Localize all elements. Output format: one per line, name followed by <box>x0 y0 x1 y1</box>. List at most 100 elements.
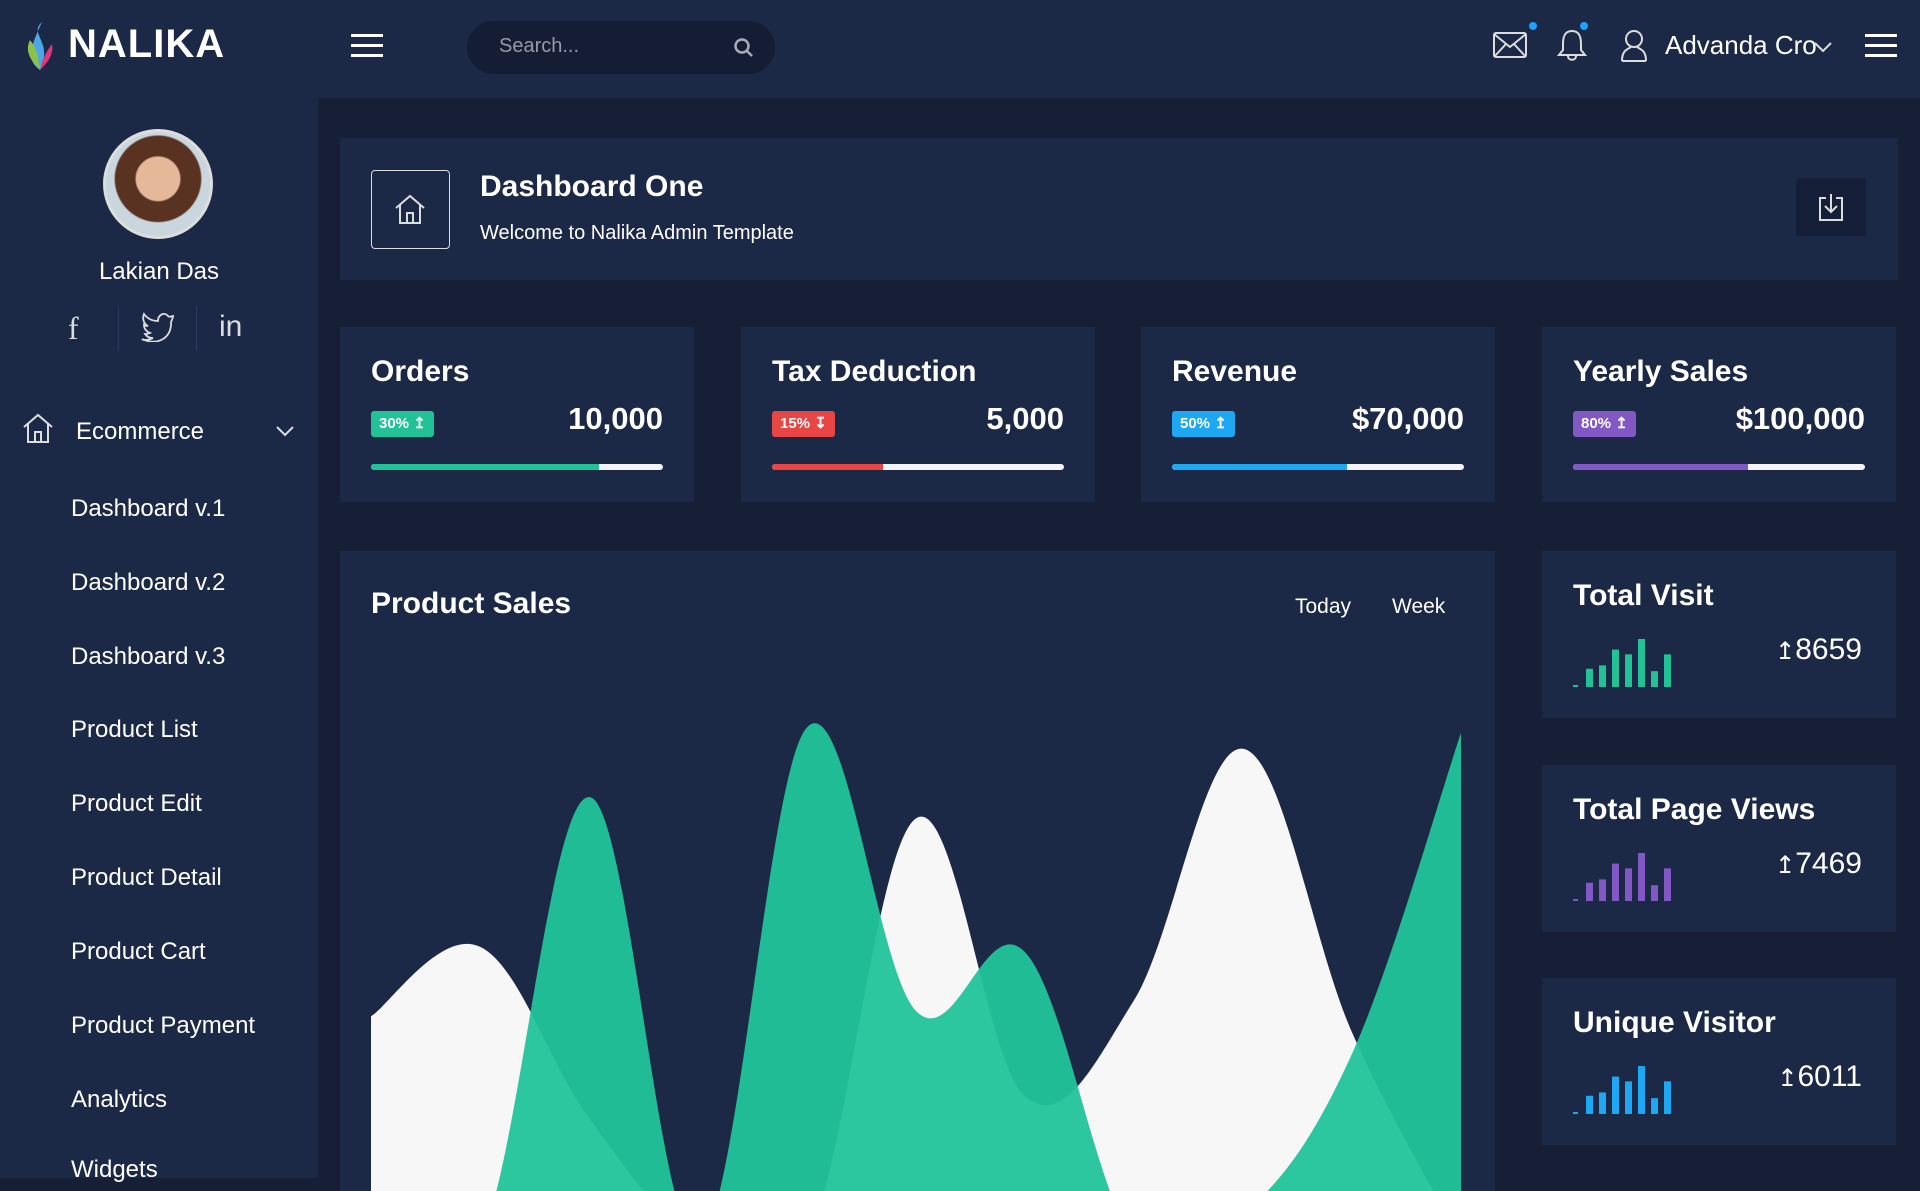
stat-badge: 15% ↧ <box>772 411 835 437</box>
sparkline-bar <box>1586 1095 1593 1114</box>
chevron-down-icon[interactable] <box>275 424 295 438</box>
mini-card-unique-visitor: Unique Visitor ↥6011 <box>1542 978 1896 1145</box>
sidebar: Lakian Das f in Ecommerce Dashboard v.1 … <box>0 98 318 1183</box>
user-icon[interactable] <box>1620 28 1648 62</box>
stat-title: Tax Deduction <box>772 355 977 388</box>
sidebar-item-product-list[interactable]: Product List <box>71 716 198 743</box>
sidebar-item-product-cart[interactable]: Product Cart <box>71 938 206 965</box>
stat-card-yearly-sales: Yearly Sales 80% ↥ $100,000 <box>1542 327 1896 502</box>
page-subtitle: Welcome to Nalika Admin Template <box>480 222 794 244</box>
arrow-up-icon: ↥ <box>1775 852 1796 879</box>
mini-title: Total Visit <box>1573 579 1714 612</box>
divider <box>118 306 119 351</box>
menu-toggle-icon[interactable] <box>351 34 383 57</box>
brand-name: NALIKA <box>68 22 226 66</box>
sparkline-bar <box>1664 868 1671 901</box>
sparkline-bar <box>1612 1076 1619 1114</box>
stat-card-orders: Orders 30% ↥ 10,000 <box>340 327 694 502</box>
sparkline-bar <box>1638 853 1645 901</box>
download-button[interactable] <box>1796 178 1866 236</box>
twitter-icon[interactable] <box>141 312 175 342</box>
profile-name: Lakian Das <box>98 258 220 285</box>
progress-bar <box>772 464 1064 470</box>
sparkline-chart <box>1573 1066 1671 1114</box>
sparkline-bar <box>1573 899 1578 901</box>
user-name[interactable]: Advanda Cro <box>1665 30 1817 60</box>
bell-notification-dot <box>1580 22 1588 30</box>
search-icon[interactable] <box>733 37 755 59</box>
sparkline-bar <box>1573 1112 1578 1114</box>
mini-value-text: 6011 <box>1797 1060 1862 1093</box>
right-menu-icon[interactable] <box>1865 34 1897 57</box>
sidebar-item-dashboard-v1[interactable]: Dashboard v.1 <box>71 495 226 522</box>
stat-value: $70,000 <box>1351 401 1464 436</box>
stat-badge: 80% ↥ <box>1573 411 1636 437</box>
mini-title: Unique Visitor <box>1573 1006 1776 1039</box>
mini-value: ↥6011 <box>1777 1060 1862 1094</box>
sparkline-bar <box>1612 649 1619 687</box>
chart-area-series-0 <box>371 748 1434 1191</box>
sidebar-group-ecommerce[interactable]: Ecommerce <box>76 418 205 445</box>
product-sales-card: Product Sales Today Week <box>340 551 1495 1191</box>
mail-icon[interactable] <box>1493 32 1527 58</box>
sidebar-item-product-detail[interactable]: Product Detail <box>71 864 222 891</box>
sparkline-bar <box>1599 665 1606 687</box>
mail-notification-dot <box>1529 22 1537 30</box>
page-header: Dashboard One Welcome to Nalika Admin Te… <box>340 138 1898 280</box>
mini-value-text: 7469 <box>1795 847 1862 880</box>
progress-bar <box>371 464 663 470</box>
mini-card-total-visit: Total Visit ↥8659 <box>1542 551 1896 718</box>
search-input[interactable] <box>499 35 719 58</box>
sidebar-item-widgets[interactable]: Widgets <box>71 1156 158 1183</box>
logo-icon <box>27 22 53 70</box>
product-sales-chart <box>371 723 1461 1191</box>
sidebar-item-dashboard-v2[interactable]: Dashboard v.2 <box>71 569 226 596</box>
sparkline-bar <box>1664 1081 1671 1114</box>
stat-card-tax-deduction: Tax Deduction 15% ↧ 5,000 <box>741 327 1095 502</box>
sparkline-bar <box>1638 1066 1645 1114</box>
sparkline-bar <box>1573 685 1578 687</box>
stat-value: 10,000 <box>568 401 663 436</box>
sparkline-bar <box>1625 868 1632 901</box>
home-icon <box>395 194 425 224</box>
bell-icon[interactable] <box>1556 28 1588 62</box>
tab-week[interactable]: Week <box>1392 595 1446 618</box>
mini-value: ↥8659 <box>1775 633 1862 667</box>
progress-bar <box>1172 464 1464 470</box>
sparkline-bar <box>1586 882 1593 901</box>
chart-area-series-1 <box>496 723 1110 1191</box>
progress-fill <box>772 464 883 470</box>
divider <box>196 306 197 351</box>
sparkline-bar <box>1651 885 1658 901</box>
mini-value: ↥7469 <box>1775 847 1862 881</box>
sidebar-item-product-edit[interactable]: Product Edit <box>71 790 202 817</box>
sparkline-bar <box>1599 879 1606 901</box>
sparkline-bar <box>1651 1098 1658 1114</box>
tab-today[interactable]: Today <box>1295 595 1352 618</box>
sidebar-item-dashboard-v3[interactable]: Dashboard v.3 <box>71 643 226 670</box>
arrow-up-icon: ↥ <box>1777 1065 1798 1092</box>
search-box <box>467 21 775 74</box>
avatar[interactable] <box>103 129 213 239</box>
sparkline-bar <box>1664 654 1671 687</box>
stat-value: 5,000 <box>986 401 1064 436</box>
linkedin-icon[interactable]: in <box>219 310 243 343</box>
chart-area-series-2 <box>1267 732 1461 1191</box>
sidebar-item-analytics[interactable]: Analytics <box>71 1086 168 1113</box>
page-title: Dashboard One <box>480 170 704 203</box>
home-button[interactable] <box>371 170 450 249</box>
facebook-icon[interactable]: f <box>68 310 79 346</box>
sparkline-bar <box>1586 668 1593 687</box>
sparkline-bar <box>1599 1092 1606 1114</box>
stat-title: Yearly Sales <box>1573 355 1749 388</box>
mini-title: Total Page Views <box>1573 793 1816 826</box>
sidebar-item-product-payment[interactable]: Product Payment <box>71 1012 256 1039</box>
progress-fill <box>371 464 599 470</box>
sparkline-chart <box>1573 639 1671 687</box>
top-header: NALIKA Advanda Cro <box>0 0 1920 98</box>
mini-card-total-page-views: Total Page Views ↥7469 <box>1542 765 1896 932</box>
sparkline-bar <box>1625 654 1632 687</box>
stat-badge: 30% ↥ <box>371 411 434 437</box>
chevron-down-icon[interactable] <box>1813 40 1833 54</box>
sparkline-bar <box>1612 863 1619 901</box>
